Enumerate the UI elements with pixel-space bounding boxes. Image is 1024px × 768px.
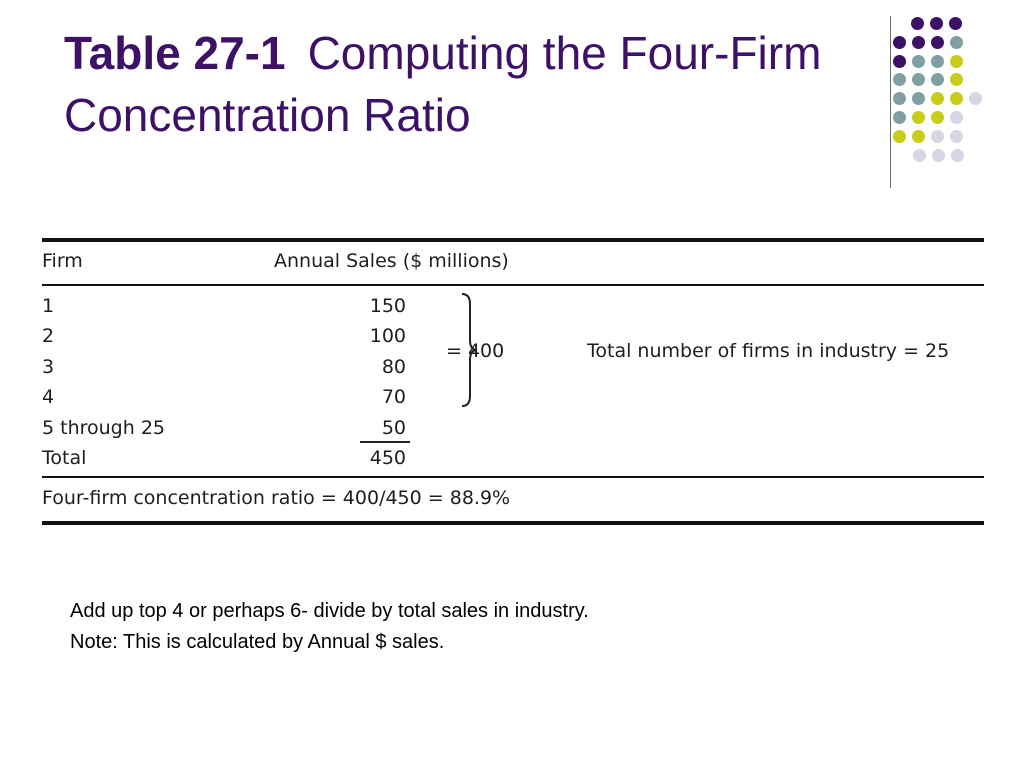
decorative-dot [950, 55, 963, 68]
sales-value: 50 [381, 417, 406, 439]
page-title: Table 27-1 Computing the Four-Firm Concen… [64, 22, 884, 146]
decorative-dot [912, 73, 925, 86]
total-label: Total [42, 447, 87, 469]
note-line: Add up top 4 or perhaps 6- divide by tot… [70, 600, 589, 622]
sales-value: 70 [381, 386, 406, 408]
firm-label: 4 [42, 386, 55, 408]
table-number: Table 27-1 [64, 27, 286, 79]
decorative-dot [951, 149, 964, 162]
table-top-rule [42, 238, 984, 242]
firm-label: 1 [42, 295, 55, 317]
notes: Add up top 4 or perhaps 6- divide by tot… [70, 596, 589, 658]
total-firms-note: Total number of firms in industry = 25 [587, 340, 950, 362]
decorative-dot [913, 149, 926, 162]
decorative-dot [931, 111, 944, 124]
decorative-dot [950, 92, 963, 105]
decorative-dot [950, 111, 963, 124]
total-value: 450 [369, 447, 406, 469]
decorative-dot [893, 73, 906, 86]
firm-label: 2 [42, 325, 55, 347]
decorative-dot [912, 55, 925, 68]
firm-label: 5 through 25 [42, 417, 165, 439]
decorative-dot [949, 17, 962, 30]
sum-underline [360, 441, 410, 443]
decorative-dot [893, 92, 906, 105]
decorative-dot [969, 92, 982, 105]
decorative-dot [912, 111, 925, 124]
header-rule [42, 284, 984, 286]
decorative-dot [950, 73, 963, 86]
header-annual-sales: Annual Sales ($ millions) [274, 250, 509, 272]
decorative-dot-grid [0, 0, 1024, 200]
header-firm: Firm [42, 250, 83, 272]
table-bottom-rule [42, 521, 984, 525]
concentration-ratio: Four-firm concentration ratio = 400/450 … [42, 487, 511, 509]
decorative-dot [911, 17, 924, 30]
firm-label: 3 [42, 356, 55, 378]
top-four-sum: = 400 [446, 340, 505, 362]
sales-value: 100 [369, 325, 406, 347]
decorative-dot [912, 92, 925, 105]
decorative-dot [893, 111, 906, 124]
decorative-dot [931, 92, 944, 105]
note-line: Note: This is calculated by Annual $ sal… [70, 631, 445, 653]
decorative-dot [950, 36, 963, 49]
decorative-dot [931, 36, 944, 49]
concentration-table: Firm Annual Sales ($ millions) 1 150 2 1… [42, 238, 984, 528]
decorative-dot [950, 130, 963, 143]
brace-icon [461, 293, 478, 407]
table-title-text: Computing the Four-Firm Concentration Ra… [64, 27, 822, 141]
decorative-dot [931, 55, 944, 68]
decorative-dot [931, 73, 944, 86]
decorative-dot [893, 130, 906, 143]
decorative-dot [912, 36, 925, 49]
decorative-dot [930, 17, 943, 30]
decorative-dot [893, 36, 906, 49]
sales-value: 150 [369, 295, 406, 317]
decorative-dot [912, 130, 925, 143]
sales-value: 80 [381, 356, 406, 378]
title-divider [890, 16, 891, 188]
ratio-rule [42, 476, 984, 478]
decorative-dot [931, 130, 944, 143]
decorative-dot [932, 149, 945, 162]
decorative-dot [893, 55, 906, 68]
